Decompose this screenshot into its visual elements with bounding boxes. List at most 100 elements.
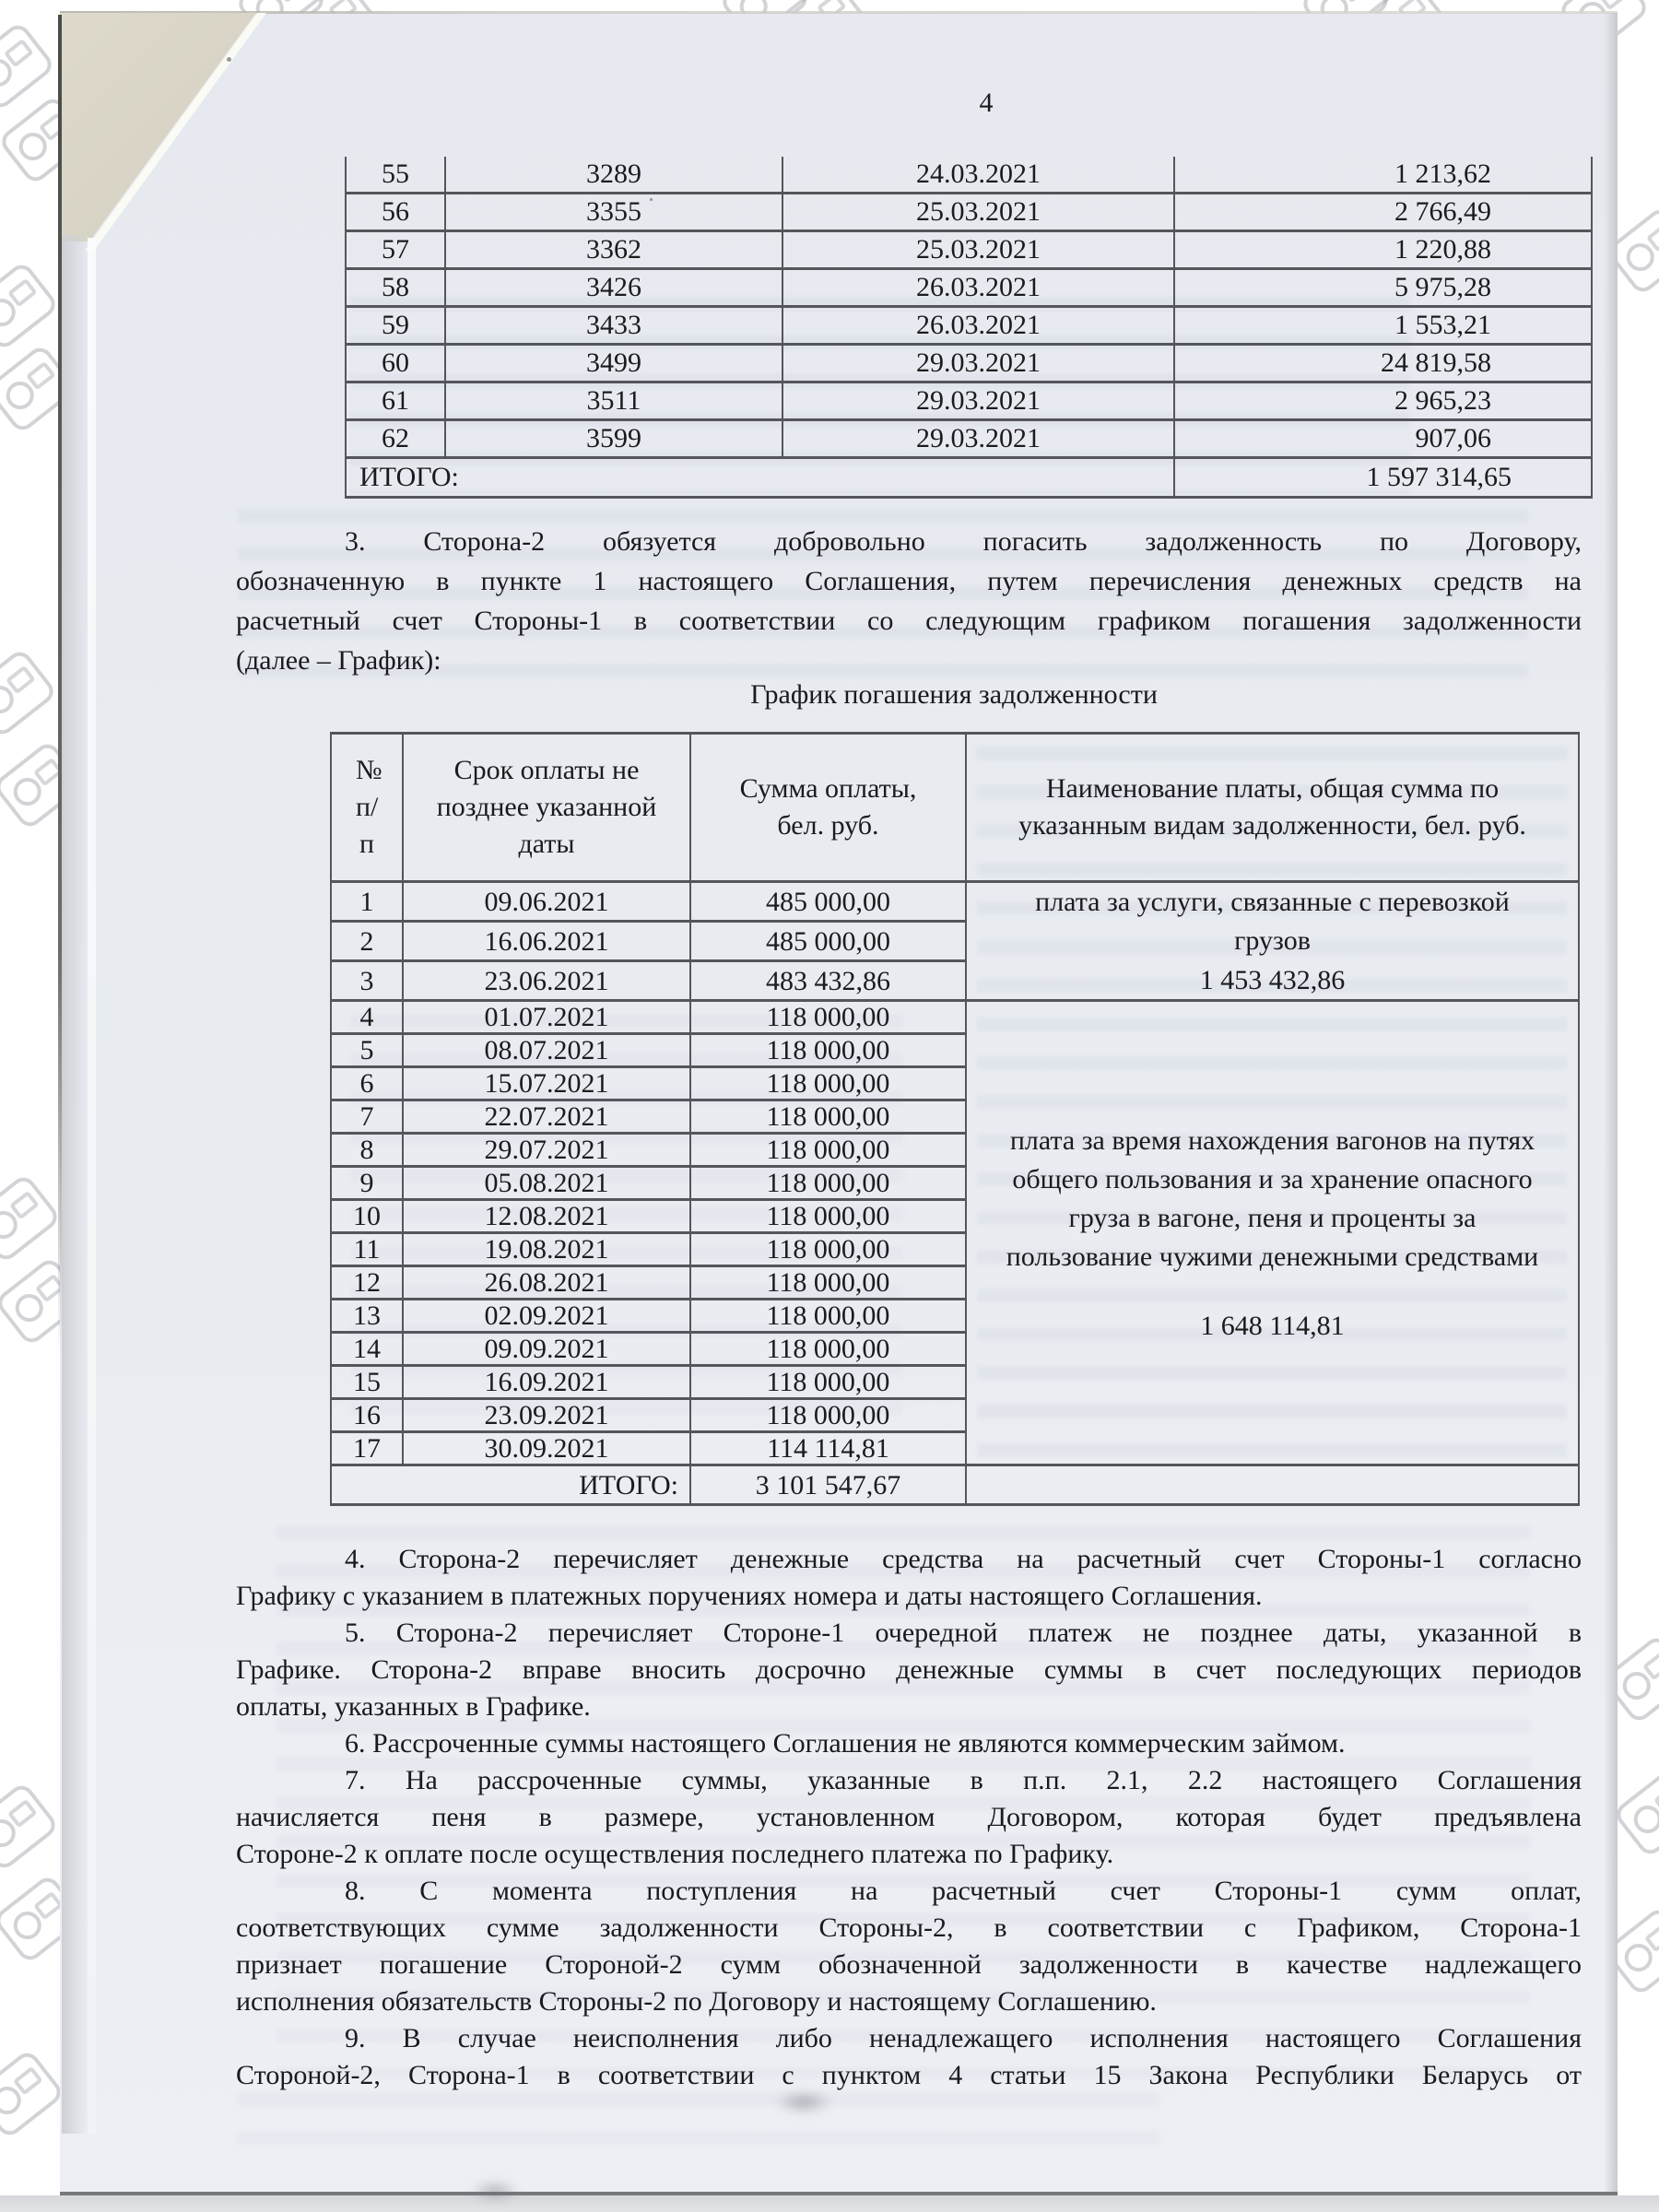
schedule-cell: 11 bbox=[330, 1231, 404, 1267]
paragraph: 7. На рассроченные суммы, указанные в п.… bbox=[236, 1762, 1582, 1873]
page-top-edge bbox=[60, 11, 1618, 14]
paragraph: 4. Сторона-2 перечисляет денежные средст… bbox=[236, 1541, 1582, 1615]
payment-row: 57 3362 25.03.2021 1 220,88 bbox=[345, 229, 1593, 270]
schedule-cell: 118 000,00 bbox=[689, 1265, 967, 1300]
schedule-total-empty-cell bbox=[965, 1464, 1580, 1506]
payment-description-cell: плата за время нахождения вагонов на пут… bbox=[965, 999, 1580, 1466]
schedule-cell: 4 bbox=[330, 999, 404, 1035]
paragraph: 5. Сторона-2 перечисляет Стороне-1 очере… bbox=[236, 1615, 1582, 1725]
schedule-cell: 14 bbox=[330, 1331, 404, 1367]
paragraph-line: 3. Сторона-2 обязуется добровольно погас… bbox=[345, 526, 1582, 557]
schedule-row: 2 16.06.2021 485 000,00 bbox=[330, 920, 1579, 962]
page-bottom-edge bbox=[60, 2192, 1618, 2195]
schedule-cell: 9 bbox=[330, 1165, 404, 1201]
schedule-cell: 118 000,00 bbox=[689, 1032, 967, 1068]
schedule-cell: 8 bbox=[330, 1132, 404, 1168]
payment-cell: 3426 bbox=[444, 267, 783, 308]
schedule-cell: 118 000,00 bbox=[689, 1298, 967, 1334]
paragraph-line: 9. В случае неисполнения либо ненадлежащ… bbox=[345, 2023, 1582, 2053]
payment-cell: 24 819,58 bbox=[1173, 343, 1593, 383]
page-number: 4 bbox=[979, 88, 994, 118]
payment-cell: 1 213,62 bbox=[1173, 157, 1593, 194]
payment-row: 56 3355 25.03.2021 2 766,49 bbox=[345, 192, 1593, 232]
schedule-cell: 118 000,00 bbox=[689, 999, 967, 1035]
paragraph-line: расчетный счет Стороны-1 в соответствии … bbox=[236, 606, 1582, 636]
schedule-cell: 485 000,00 bbox=[689, 880, 967, 923]
schedule-cell: 118 000,00 bbox=[689, 1231, 967, 1267]
schedule-total-label: ИТОГО: bbox=[330, 1464, 691, 1506]
schedule-cell: 118 000,00 bbox=[689, 1165, 967, 1201]
schedule-cell: 118 000,00 bbox=[689, 1331, 967, 1367]
payment-cell: 3433 bbox=[444, 305, 783, 346]
scanner-bottom-band bbox=[0, 2195, 1659, 2212]
schedule-cell: 13 bbox=[330, 1298, 404, 1334]
payment-description-text: плата за время нахождения вагонов на пут… bbox=[1006, 1124, 1539, 1272]
schedule-row: 1 09.06.2021 485 000,00 плата за услуги, св… bbox=[330, 880, 1580, 1002]
schedule-cell: 05.08.2021 bbox=[402, 1165, 691, 1201]
schedule-cell: 483 432,86 bbox=[689, 959, 967, 1002]
schedule-cell: 118 000,00 bbox=[689, 1198, 967, 1234]
schedule-cell: 09.09.2021 bbox=[402, 1331, 691, 1367]
payment-cell: 2 766,49 bbox=[1173, 192, 1593, 232]
payment-cell: 1 220,88 bbox=[1173, 229, 1593, 270]
payment-cell: 55 bbox=[345, 157, 446, 194]
paragraph: 8. С момента поступления на расчетный сч… bbox=[236, 1873, 1582, 2020]
payment-row: 58 3426 26.03.2021 5 975,28 bbox=[345, 267, 1593, 308]
schedule-row: 11 19.08.2021 118 000,00 bbox=[330, 1231, 1579, 1267]
payment-cell: 62 bbox=[345, 418, 446, 459]
schedule-cell: 16 bbox=[330, 1397, 404, 1433]
payment-row: 62 3599 29.03.2021 907,06 bbox=[345, 418, 1593, 459]
schedule-cell: 16.06.2021 bbox=[402, 920, 691, 962]
schedule-cell: 6 bbox=[330, 1065, 404, 1101]
payment-cell: 5 975,28 bbox=[1173, 267, 1593, 308]
paragraph-line: оплаты, указанных в Графике. bbox=[236, 1691, 591, 1722]
schedule-cell: 118 000,00 bbox=[689, 1065, 967, 1101]
payments-total-value: 1 597 314,65 bbox=[1173, 456, 1593, 499]
payment-cell: 907,06 bbox=[1173, 418, 1593, 459]
payment-cell: 57 bbox=[345, 229, 446, 270]
paragraph: 3. Сторона-2 обязуется добровольно погас… bbox=[236, 522, 1582, 680]
paragraph-line: соответствующих сумме задолженности Стор… bbox=[236, 1912, 1582, 1943]
schedule-row: 10 12.08.2021 118 000,00 bbox=[330, 1198, 1579, 1234]
payments-total-row: ИТОГО: 1 597 314,65 bbox=[345, 456, 1593, 499]
payment-cell: 1 553,21 bbox=[1173, 305, 1593, 346]
schedule-cell: 114 114,81 bbox=[689, 1430, 967, 1466]
schedule-row: 13 02.09.2021 118 000,00 bbox=[330, 1298, 1579, 1334]
paragraph-line: начисляется пеня в размере, установленно… bbox=[236, 1802, 1582, 1832]
payment-row: 61 3511 29.03.2021 2 965,23 bbox=[345, 381, 1593, 421]
left-edge-shadow bbox=[62, 235, 89, 2134]
payment-cell: 60 bbox=[345, 343, 446, 383]
schedule-cell: 3 bbox=[330, 959, 404, 1002]
schedule-header-row: № п/п Срок оплаты не позднее указанной д… bbox=[330, 732, 1580, 883]
schedule-cell: 485 000,00 bbox=[689, 920, 967, 962]
schedule-cell: 29.07.2021 bbox=[402, 1132, 691, 1168]
paragraph-line: 6. Рассроченные суммы настоящего Соглаше… bbox=[345, 1728, 1346, 1759]
paragraph-line: Графике. Сторона-2 вправе вносить досроч… bbox=[236, 1654, 1582, 1685]
schedule-row: 9 05.08.2021 118 000,00 bbox=[330, 1165, 1579, 1201]
payment-cell: 26.03.2021 bbox=[782, 267, 1175, 308]
payment-cell: 3499 bbox=[444, 343, 783, 383]
payment-description-text: плата за услуги, связанные с перевозкой … bbox=[1035, 887, 1510, 956]
payment-cell: 59 bbox=[345, 305, 446, 346]
schedule-cell: 02.09.2021 bbox=[402, 1298, 691, 1334]
schedule-row: 14 09.09.2021 118 000,00 bbox=[330, 1331, 1579, 1367]
schedule-row: 12 26.08.2021 118 000,00 bbox=[330, 1265, 1579, 1300]
paragraph-line: Стороне-2 к оплате после осуществления п… bbox=[236, 1839, 1114, 1869]
schedule-cell: 09.06.2021 bbox=[402, 880, 691, 923]
schedule-total-row: ИТОГО: 3 101 547,67 bbox=[330, 1464, 1580, 1506]
paragraph-line: Графику с указанием в платежных поручени… bbox=[236, 1581, 1263, 1611]
payment-cell: 24.03.2021 bbox=[782, 157, 1175, 194]
schedule-cell: 12 bbox=[330, 1265, 404, 1300]
paragraph: 6. Рассроченные суммы настоящего Соглаше… bbox=[236, 1725, 1582, 1762]
schedule-row: 15 16.09.2021 118 000,00 bbox=[330, 1364, 1579, 1400]
schedule-cell: 16.09.2021 bbox=[402, 1364, 691, 1400]
payment-cell: 3599 bbox=[444, 418, 783, 459]
payment-description-cell: плата за услуги, связанные с перевозкой … bbox=[965, 880, 1580, 1002]
schedule-cell: 118 000,00 bbox=[689, 1364, 967, 1400]
right-edge-shadow bbox=[1604, 13, 1618, 2192]
payment-cell: 26.03.2021 bbox=[782, 305, 1175, 346]
clauses-4-9-paragraphs: 4. Сторона-2 перечисляет денежные средст… bbox=[236, 1541, 1582, 2094]
payment-cell: 29.03.2021 bbox=[782, 381, 1175, 421]
schedule-header-due-date: Срок оплаты не позднее указанной даты bbox=[402, 732, 691, 883]
